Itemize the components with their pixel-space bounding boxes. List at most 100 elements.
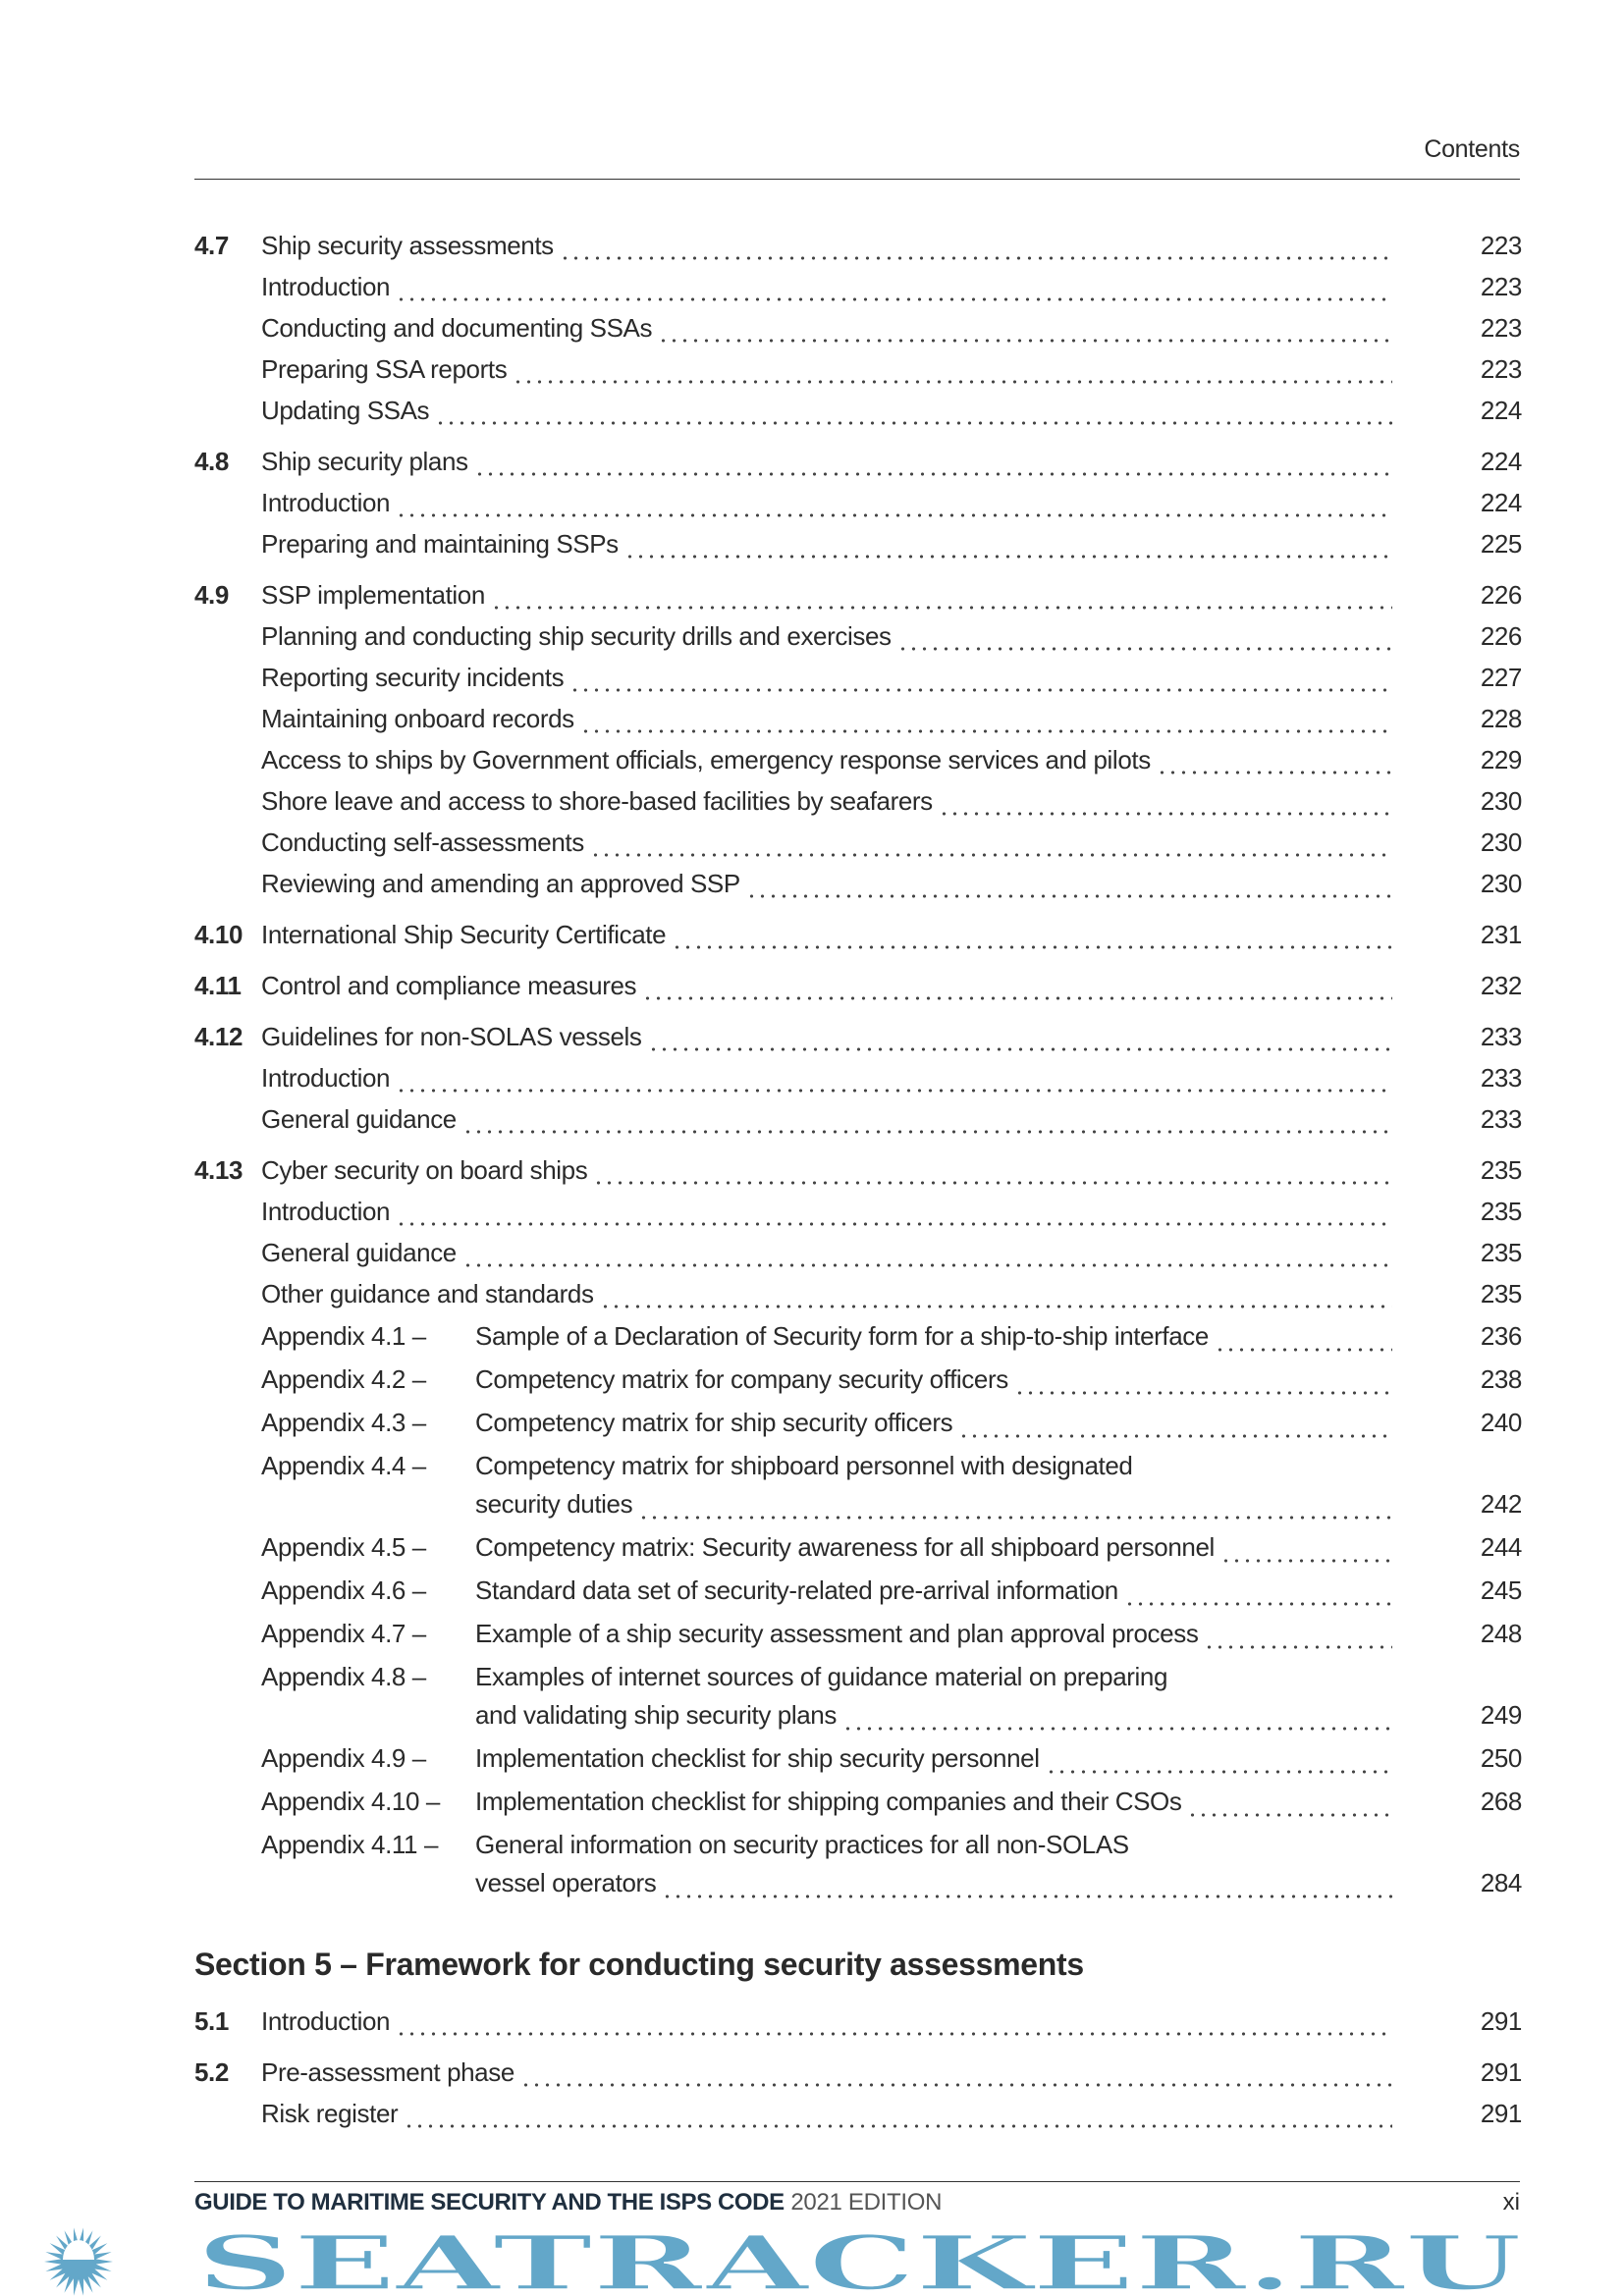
appendix-label: Appendix 4.4 – — [261, 1451, 426, 1480]
toc-entry[interactable]: Access to ships by Government officials,… — [194, 739, 1522, 780]
page-number: 248 — [1480, 1619, 1523, 1648]
page-number: 230 — [1480, 869, 1523, 898]
appendix-entry[interactable]: Appendix 4.2 – Competency matrix for comp… — [194, 1358, 1522, 1401]
toc-entry[interactable]: Introduction 233 — [194, 1057, 1522, 1098]
toc-entry[interactable]: Introduction 224 — [194, 482, 1522, 523]
appendix-entry[interactable]: Appendix 4.3 – Competency matrix for ship… — [194, 1401, 1522, 1444]
appendix-entry[interactable]: Appendix 4.11 – General information on se… — [194, 1823, 1522, 1904]
appendix-body: Example of a ship security assessment an… — [475, 1612, 1392, 1655]
page-number: 232 — [1480, 971, 1523, 1000]
entry-title: Reviewing and amending an approved SSP — [261, 869, 740, 898]
entry-body: Introduction — [261, 482, 1392, 523]
toc-entry[interactable]: 4.9 SSP implementation 226 — [194, 574, 1522, 615]
entry-title: Conducting self-assessments — [261, 828, 584, 857]
toc-entry[interactable]: Reporting security incidents 227 — [194, 657, 1522, 698]
entry-body: Pre-assessment phase — [261, 2052, 1392, 2093]
appendix-entry[interactable]: Appendix 4.1 – Sample of a Declaration of… — [194, 1314, 1522, 1358]
toc-entry[interactable]: 5.1 Introduction 291 — [194, 2001, 1522, 2042]
entry-body: General guidance — [261, 1098, 1392, 1140]
entry-body: Introduction — [261, 1057, 1392, 1098]
appendix-entry[interactable]: Appendix 4.8 – Examples of internet sourc… — [194, 1655, 1522, 1736]
appendix-title-line2: Competency matrix: Security awareness fo… — [475, 1525, 1392, 1569]
dot-leader — [396, 2001, 1392, 2042]
appendix-title-line2: and validating ship security plans — [475, 1693, 1392, 1736]
entry-body: Planning and conducting ship security dr… — [261, 615, 1392, 657]
appendix-entry[interactable]: Appendix 4.6 – Standard data set of secur… — [194, 1569, 1522, 1612]
appendix-title-line2: Example of a ship security assessment an… — [475, 1612, 1392, 1655]
dot-leader — [461, 1232, 1392, 1273]
appendix-body: Competency matrix: Security awareness fo… — [475, 1525, 1392, 1569]
appendix-title-line2: Competency matrix for company security o… — [475, 1358, 1392, 1401]
appendix-title-line1: General information on security practice… — [475, 1830, 1129, 1859]
toc-entry[interactable]: Introduction 235 — [194, 1191, 1522, 1232]
page-number: 223 — [1480, 272, 1523, 301]
appendix-entry[interactable]: Appendix 4.7 – Example of a ship security… — [194, 1612, 1522, 1655]
entry-body: Introduction — [261, 266, 1392, 307]
toc-entry[interactable]: General guidance 233 — [194, 1098, 1522, 1140]
page-number: 227 — [1480, 663, 1523, 692]
dot-leader — [589, 822, 1392, 863]
toc-entry[interactable]: 4.11 Control and compliance measures 232 — [194, 965, 1522, 1006]
appendix-title: Competency matrix for company security o… — [475, 1364, 1008, 1394]
toc-entry[interactable]: Risk register 291 — [194, 2093, 1522, 2134]
dot-leader — [841, 1695, 1392, 1736]
dot-leader — [435, 390, 1392, 431]
toc-entry[interactable]: Preparing and maintaining SSPs 225 — [194, 523, 1522, 564]
toc-entry[interactable]: Shore leave and access to shore-based fa… — [194, 780, 1522, 822]
appendix-title-line1: Examples of internet sources of guidance… — [475, 1662, 1168, 1691]
toc-entry[interactable]: 4.7 Ship security assessments 223 — [194, 225, 1522, 266]
page-number: 229 — [1480, 745, 1523, 774]
appendix-entry[interactable]: Appendix 4.5 – Competency matrix: Securit… — [194, 1525, 1522, 1569]
appendix-title-line2: vessel operators — [475, 1861, 1392, 1904]
dot-leader — [938, 780, 1392, 822]
appendix-entry[interactable]: Appendix 4.10 – Implementation checklist … — [194, 1780, 1522, 1823]
toc-entry[interactable]: Other guidance and standards 235 — [194, 1273, 1522, 1314]
page-number: 250 — [1480, 1743, 1523, 1773]
entry-title: Introduction — [261, 488, 391, 517]
entry-title: SSP implementation — [261, 580, 485, 610]
page-number: 284 — [1480, 1868, 1523, 1897]
toc-section-group: 5.2 Pre-assessment phase 291 Risk register 2… — [194, 2052, 1522, 2134]
toc-entry[interactable]: Reviewing and amending an approved SSP 23… — [194, 863, 1522, 904]
toc-entry[interactable]: Planning and conducting ship security dr… — [194, 615, 1522, 657]
appendix-title-line2: Implementation checklist for shipping co… — [475, 1780, 1392, 1823]
appendix-entry[interactable]: Appendix 4.9 – Implementation checklist f… — [194, 1736, 1522, 1780]
appendix-title: Competency matrix for ship security offi… — [475, 1408, 953, 1437]
page-number: 225 — [1480, 529, 1523, 559]
section-number: 4.9 — [194, 580, 229, 610]
appendix-title: vessel operators — [475, 1868, 657, 1897]
entry-title: Conducting and documenting SSAs — [261, 313, 653, 343]
toc-entry[interactable]: Preparing SSA reports 223 — [194, 348, 1522, 390]
appendix-entry[interactable]: Appendix 4.4 – Competency matrix for ship… — [194, 1444, 1522, 1525]
page-number: 223 — [1480, 231, 1523, 260]
dot-leader — [473, 441, 1392, 482]
page-number: 240 — [1480, 1408, 1523, 1437]
toc-entry[interactable]: 4.8 Ship security plans 224 — [194, 441, 1522, 482]
toc-entry[interactable]: 4.10 International Ship Security Certific… — [194, 914, 1522, 955]
toc-section-group: 4.12 Guidelines for non-SOLAS vessels 233 I… — [194, 1016, 1522, 1140]
page-footer: GUIDE TO MARITIME SECURITY AND THE ISPS … — [194, 2181, 1520, 2217]
appendix-title-line2: Competency matrix for ship security offi… — [475, 1401, 1392, 1444]
toc-entry[interactable]: Updating SSAs 224 — [194, 390, 1522, 431]
appendix-label: Appendix 4.7 – — [261, 1619, 426, 1648]
toc-entry[interactable]: General guidance 235 — [194, 1232, 1522, 1273]
starburst-rays — [44, 2227, 113, 2296]
toc-section-group: 4.8 Ship security plans 224 Introduction 224… — [194, 441, 1522, 564]
toc-entry[interactable]: Conducting and documenting SSAs 223 — [194, 307, 1522, 348]
entry-body: Introduction — [261, 2001, 1392, 2042]
toc-entry[interactable]: 4.12 Guidelines for non-SOLAS vessels 233 — [194, 1016, 1522, 1057]
toc-entry[interactable]: 5.2 Pre-assessment phase 291 — [194, 2052, 1522, 2093]
toc-entry[interactable]: 4.13 Cyber security on board ships 235 — [194, 1149, 1522, 1191]
toc-section-group: 4.9 SSP implementation 226 Planning and con… — [194, 574, 1522, 904]
dot-leader — [461, 1098, 1392, 1140]
entry-title: Risk register — [261, 2099, 399, 2128]
entry-body: Guidelines for non-SOLAS vessels — [261, 1016, 1392, 1057]
sun-shape — [63, 2240, 94, 2260]
appendix-title: Sample of a Declaration of Security form… — [475, 1321, 1209, 1351]
toc-entry[interactable]: Maintaining onboard records 228 — [194, 698, 1522, 739]
entry-body: SSP implementation — [261, 574, 1392, 615]
entry-body: Cyber security on board ships — [261, 1149, 1392, 1191]
toc-entry[interactable]: Introduction 223 — [194, 266, 1522, 307]
toc-entry[interactable]: Conducting self-assessments 230 — [194, 822, 1522, 863]
footer-page-number: xi — [1502, 2189, 1520, 2216]
